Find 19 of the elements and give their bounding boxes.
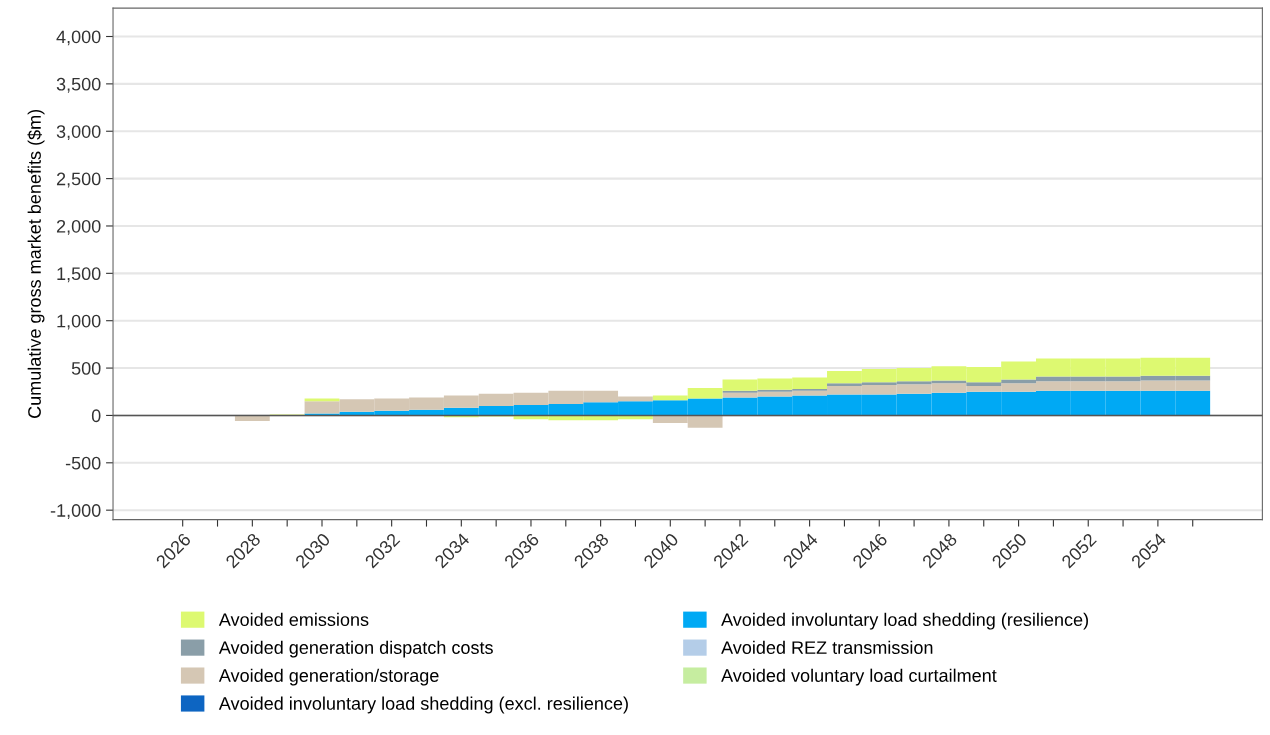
legend-label: Avoided emissions [218, 612, 369, 627]
y-tick-label: 1,000 [57, 314, 101, 330]
y-tick-label: 3,500 [56, 77, 101, 93]
y-tick-label: 4,000 [56, 30, 101, 46]
legend-label: Avoided generation/storage [218, 668, 439, 686]
y-tick-label: 0 [91, 409, 101, 423]
legend-label: Avoided involuntary load shedding (resilience) [721, 612, 1088, 630]
y-tick-label: 3,000 [56, 125, 101, 141]
y-tick-label: 1,500 [57, 267, 101, 283]
y-tick-label: 2,500 [56, 172, 101, 188]
legend-label: Avoided voluntary load curtailment [721, 668, 997, 686]
y-tick-label: 500 [71, 362, 101, 375]
y-tick-label: -500 [65, 456, 101, 470]
legend-label: Avoided involuntary load shedding (excl. resilience) [218, 696, 628, 714]
y-tick-label: -1,000 [50, 504, 101, 520]
legend-label: Avoided generation dispatch costs [218, 640, 493, 658]
y-axis-title: Cumulative gross market benefits ($m) [27, 109, 45, 418]
y-tick-label: 2,000 [56, 219, 101, 235]
legend-label: Avoided REZ transmission [721, 640, 933, 654]
